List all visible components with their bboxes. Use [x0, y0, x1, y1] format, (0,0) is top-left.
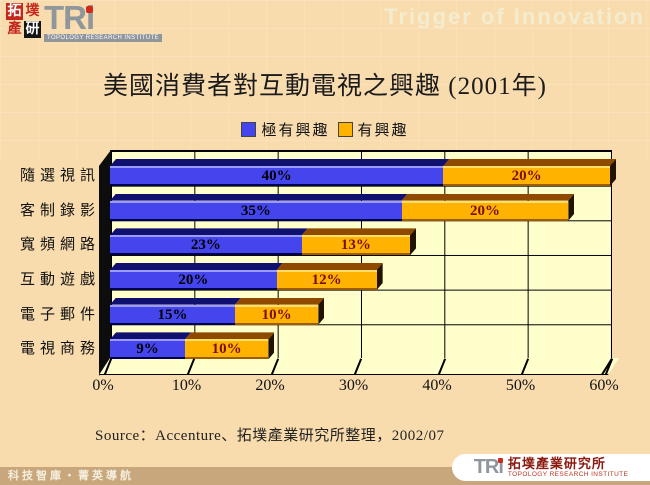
bar-segment-top-face: [302, 228, 416, 235]
bar-segment: [443, 166, 610, 186]
bar-value-label: 13%: [340, 237, 371, 254]
bar-segment: [235, 304, 319, 325]
bar-segment: [301, 235, 410, 256]
bar-value-label: 12%: [311, 272, 342, 288]
bar-segment-top-face: [402, 194, 575, 201]
bar-segment-side-face: [610, 159, 616, 186]
footer-logo: TRi 拓墣產業研究所 TOPOLOGY RESEARCH INSTITUTE: [452, 454, 650, 481]
chart-legend: 極有興趣 有興趣: [0, 119, 650, 140]
category-label: 隨選視訊: [19, 168, 100, 184]
logo-right: TRi TOPOLOGY RESEARCH INSTITUTE: [44, 1, 162, 42]
bar-segment: [110, 235, 302, 256]
logo-char: 墣: [25, 4, 40, 19]
bar-segment-top-face: [110, 332, 191, 339]
bar-segment: [401, 200, 569, 221]
footer-institute-en: TOPOLOGY RESEARCH INSTITUTE: [507, 471, 629, 478]
bar-segment: [110, 166, 444, 186]
bar-value-label: 20%: [469, 202, 500, 219]
x-axis-tick-label: 0%: [92, 377, 114, 394]
bar-segment-top-face: [110, 228, 308, 235]
x-axis-tick-label: 40%: [422, 377, 452, 394]
legend-item: 極有興趣: [241, 119, 329, 140]
legend-label: 極有興趣: [261, 123, 330, 139]
bar-value-label: 35%: [240, 202, 271, 219]
bar-segment-top-face: [185, 332, 274, 339]
bar-segment-top-face: [110, 159, 449, 166]
logo-char: 拓: [6, 3, 23, 20]
bar-segment: [110, 200, 402, 221]
tri-logo: 拓墣產研 TRi TOPOLOGY RESEARCH INSTITUTE: [6, 1, 162, 42]
plot-floor: [99, 358, 619, 375]
tri-logo-text: TRi: [44, 1, 95, 34]
category-label: 互動遊戲: [19, 272, 100, 288]
bar-segment: [185, 339, 269, 360]
logo-cjk-block: 拓墣產研: [6, 3, 41, 38]
footer-tagline: 科技智庫‧菁英導航: [8, 470, 134, 482]
bar-value-label: 20%: [178, 272, 209, 288]
x-axis-tick-label: 30%: [338, 377, 369, 394]
logo-char: 產: [7, 22, 22, 37]
bar-segment-top-face: [110, 194, 408, 201]
bar-value-label: 15%: [157, 306, 188, 323]
tri-logo-subtitle: TOPOLOGY RESEARCH INSTITUTE: [44, 34, 162, 42]
header: 拓墣產研 TRi TOPOLOGY RESEARCH INSTITUTE Tri…: [0, 0, 650, 56]
bar-segment-side-face: [268, 332, 275, 360]
bar-segment: [110, 270, 277, 290]
bar-segment: [276, 270, 377, 290]
page-title: 美國消費者對互動電視之興趣 (2001年): [103, 73, 547, 100]
bar-chart: 隨選視訊 40% 20% 客制錄影 35% 20% 寬頻網路 23% 13% 互動遊戲 20% 12%…: [19, 150, 650, 394]
bar-value-label: 9%: [136, 341, 159, 358]
bar-value-label: 40%: [261, 168, 292, 184]
bar-segment: [110, 304, 235, 325]
bar-segment-side-face: [568, 193, 575, 221]
legend-label: 有興趣: [357, 123, 409, 139]
category-label: 寬頻網路: [19, 237, 100, 254]
category-label: 客制錄影: [19, 202, 100, 219]
header-tagline: Trigger of Innovation: [384, 4, 645, 29]
bar-value-label: 20%: [511, 168, 542, 184]
legend-swatch-icon: [241, 122, 257, 137]
x-axis-tick-label: 50%: [505, 377, 536, 394]
bar-segment-side-face: [410, 228, 416, 256]
footer-tri-letters: TRi: [473, 456, 504, 478]
bar-value-label: 10%: [211, 341, 242, 358]
bar-segment-top-face: [443, 159, 616, 166]
bar-segment-side-face: [376, 263, 383, 290]
tri-logo-dot-icon: [86, 6, 94, 13]
footer-institute: 拓墣產業研究所 TOPOLOGY RESEARCH INSTITUTE: [507, 456, 629, 479]
source-note: Source：Accenture、拓墣產業研究所整理，2002/07: [95, 428, 445, 444]
category-label: 電視商務: [19, 341, 100, 358]
x-axis-tick-label: 10%: [171, 377, 202, 394]
bar-segment-top-face: [110, 298, 241, 305]
bar-segment-top-face: [277, 263, 383, 270]
bar-segment-top-face: [235, 298, 324, 305]
bar-segment: [110, 339, 185, 360]
legend-swatch-icon: [337, 122, 353, 137]
bar-segment-side-face: [318, 297, 325, 325]
logo-char: 研: [24, 21, 41, 38]
footer-institute-zh: 拓墣產業研究所: [507, 456, 606, 471]
bar-value-label: 10%: [261, 306, 292, 323]
category-label: 電子郵件: [19, 306, 100, 323]
x-axis-tick-label: 20%: [255, 377, 285, 394]
bar-segment-top-face: [110, 263, 283, 270]
footer-tri-dot-icon: [497, 458, 503, 463]
legend-item: 有興趣: [337, 119, 409, 140]
plot-left-wall: [99, 150, 111, 376]
x-axis-tick-label: 60%: [589, 377, 619, 394]
footer-tri-text: TRi: [473, 456, 504, 479]
bar-value-label: 23%: [190, 237, 221, 254]
